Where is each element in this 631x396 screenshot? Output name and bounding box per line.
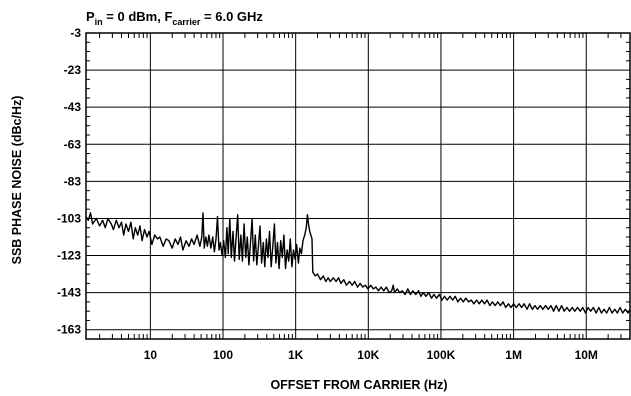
x-tick-label: 10M: [575, 348, 598, 362]
x-tick-label: 1K: [288, 348, 304, 362]
y-tick-label: -23: [64, 63, 82, 77]
y-tick-label: -43: [64, 100, 82, 114]
y-tick-label: -3: [70, 26, 81, 40]
y-tick-label: -63: [64, 137, 82, 151]
plot-frame: [85, 32, 631, 340]
x-tick-label: 100K: [427, 348, 456, 362]
grid-lines: [86, 32, 630, 339]
x-tick-label: 1M: [505, 348, 522, 362]
x-tick-label: 10: [144, 348, 158, 362]
y-axis-title: SSB PHASE NOISE (dBc/Hz): [10, 96, 24, 265]
series-line: [85, 212, 631, 314]
y-tick-label: -143: [57, 286, 81, 300]
y-tick-labels: -3 -23 -43 -63 -83 -103 -123 -143 -163: [57, 26, 81, 337]
x-tick-labels: 10 100 1K 10K 100K 1M 10M: [144, 348, 598, 362]
x-tick-label: 10K: [357, 348, 379, 362]
y-tick-label: -123: [57, 249, 81, 263]
x-axis-title: OFFSET FROM CARRIER (Hz): [270, 378, 447, 392]
series-layer: [85, 212, 631, 314]
y-tick-label: -103: [57, 211, 81, 225]
y-tick-label: -83: [64, 174, 82, 188]
y-tick-label: -163: [57, 323, 81, 337]
x-tick-label: 100: [213, 348, 233, 362]
chart-title: Pin = 0 dBm, Fcarrier = 6.0 GHz: [86, 9, 263, 27]
